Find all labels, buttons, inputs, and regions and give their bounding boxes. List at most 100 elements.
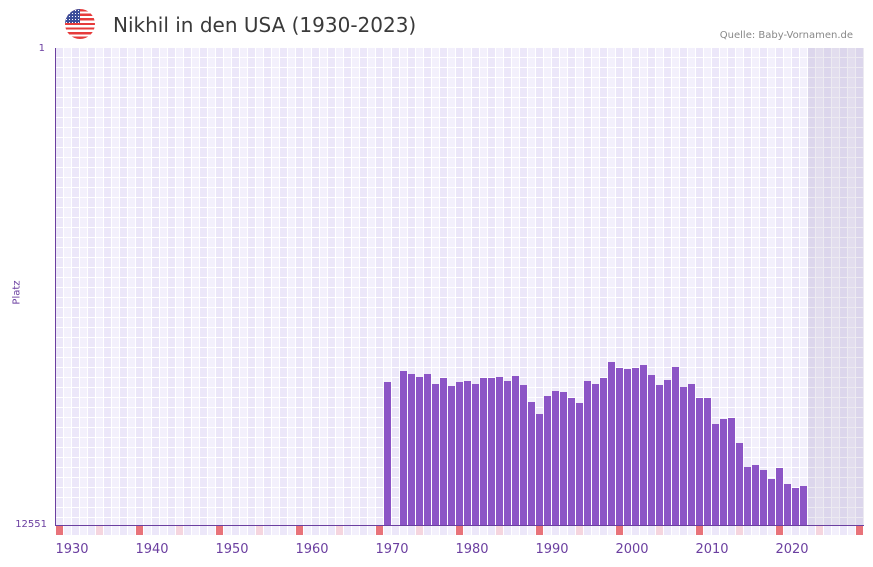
- bar-2001[interactable]: [640, 364, 647, 525]
- bar-2009[interactable]: [704, 398, 711, 525]
- year-marker: [336, 526, 343, 535]
- bar-2020[interactable]: [792, 487, 799, 525]
- bar-2005[interactable]: [672, 367, 679, 525]
- year-marker: [64, 526, 71, 535]
- bar-1987[interactable]: [528, 402, 535, 525]
- year-marker: [840, 526, 847, 535]
- year-marker: [128, 526, 135, 535]
- year-marker: [400, 526, 407, 535]
- bar-2008[interactable]: [696, 398, 703, 525]
- bar-1988[interactable]: [536, 413, 543, 525]
- bar-1975[interactable]: [432, 383, 439, 525]
- year-marker: [256, 526, 263, 535]
- bar-1986[interactable]: [520, 385, 527, 525]
- bar-1995[interactable]: [592, 383, 599, 525]
- bar-1985[interactable]: [512, 376, 519, 525]
- year-marker: [520, 526, 527, 535]
- bar-1980[interactable]: [472, 383, 479, 525]
- year-marker: [712, 526, 719, 535]
- bar-2016[interactable]: [760, 469, 767, 525]
- bar-2012[interactable]: [728, 418, 735, 525]
- bar-2004[interactable]: [664, 380, 671, 525]
- year-marker: [792, 526, 799, 535]
- x-tick-1950: 1950: [212, 542, 252, 557]
- us-flag-icon: [65, 9, 95, 39]
- year-marker: [88, 526, 95, 535]
- bar-1994[interactable]: [584, 381, 591, 525]
- bar-1981[interactable]: [480, 378, 487, 525]
- bar-2010[interactable]: [712, 423, 719, 525]
- year-marker: [776, 526, 783, 535]
- bar-2006[interactable]: [680, 386, 687, 525]
- bar-2002[interactable]: [648, 374, 655, 525]
- bar-1977[interactable]: [448, 386, 455, 525]
- bar-2015[interactable]: [752, 464, 759, 525]
- year-marker: [416, 526, 423, 535]
- bar-1974[interactable]: [424, 374, 431, 525]
- bar-2018[interactable]: [776, 467, 783, 525]
- bar-1982[interactable]: [488, 378, 495, 525]
- bar-1972[interactable]: [408, 374, 415, 525]
- x-tick-2020: 2020: [772, 542, 812, 557]
- bar-1990[interactable]: [552, 391, 559, 525]
- year-marker: [296, 526, 303, 535]
- year-marker: [152, 526, 159, 535]
- bar-1999[interactable]: [624, 369, 631, 525]
- bar-1978[interactable]: [456, 382, 463, 525]
- bar-1998[interactable]: [616, 367, 623, 525]
- bar-1993[interactable]: [576, 402, 583, 525]
- bar-1983[interactable]: [496, 377, 503, 525]
- year-marker: [424, 526, 431, 535]
- bar-1997[interactable]: [608, 361, 615, 525]
- year-marker: [576, 526, 583, 535]
- bar-2011[interactable]: [720, 418, 727, 525]
- year-marker: [56, 526, 63, 535]
- year-marker: [648, 526, 655, 535]
- year-marker: [600, 526, 607, 535]
- year-marker: [456, 526, 463, 535]
- bar-1979[interactable]: [464, 381, 471, 525]
- year-marker: [552, 526, 559, 535]
- bar-2017[interactable]: [768, 478, 775, 525]
- y-axis-line: [55, 48, 56, 526]
- year-marker: [432, 526, 439, 535]
- year-marker: [176, 526, 183, 535]
- year-marker: [464, 526, 471, 535]
- year-marker: [344, 526, 351, 535]
- year-marker: [736, 526, 743, 535]
- bar-1992[interactable]: [568, 398, 575, 525]
- bar-2019[interactable]: [784, 483, 791, 525]
- bar-2007[interactable]: [688, 383, 695, 525]
- year-marker: [728, 526, 735, 535]
- bar-1976[interactable]: [440, 378, 447, 525]
- year-marker: [224, 526, 231, 535]
- bar-2021[interactable]: [800, 485, 807, 525]
- year-marker: [656, 526, 663, 535]
- bar-2000[interactable]: [632, 367, 639, 525]
- year-marker: [664, 526, 671, 535]
- year-marker: [832, 526, 839, 535]
- year-marker: [680, 526, 687, 535]
- bar-2003[interactable]: [656, 385, 663, 525]
- year-marker: [264, 526, 271, 535]
- year-marker: [104, 526, 111, 535]
- year-marker: [184, 526, 191, 535]
- bar-1969[interactable]: [384, 382, 391, 525]
- bar-2014[interactable]: [744, 466, 751, 525]
- bar-1971[interactable]: [400, 371, 407, 525]
- bar-1973[interactable]: [416, 377, 423, 525]
- year-marker: [312, 526, 319, 535]
- year-marker: [584, 526, 591, 535]
- year-marker: [592, 526, 599, 535]
- bar-1989[interactable]: [544, 396, 551, 525]
- year-marker: [704, 526, 711, 535]
- year-marker: [632, 526, 639, 535]
- year-marker: [496, 526, 503, 535]
- bar-1984[interactable]: [504, 381, 511, 525]
- bar-1996[interactable]: [600, 378, 607, 525]
- year-marker: [192, 526, 199, 535]
- year-marker: [216, 526, 223, 535]
- year-marker: [200, 526, 207, 535]
- bar-1991[interactable]: [560, 391, 567, 525]
- bar-2013[interactable]: [736, 442, 743, 525]
